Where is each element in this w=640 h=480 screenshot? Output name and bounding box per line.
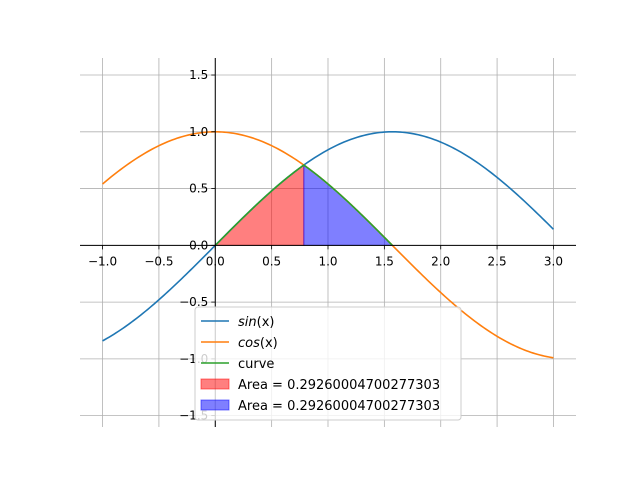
legend-label: Area = 0.29260004700277303 [238, 399, 440, 414]
x-tick-label: 0.0 [206, 254, 225, 268]
y-tick-label: 1.0 [189, 125, 208, 139]
legend-label: sin(x) [238, 315, 274, 330]
area-2 [303, 164, 393, 246]
y-tick-label: 0.0 [189, 238, 208, 252]
legend-label-name: Area = 0.29260004700277303 [238, 378, 440, 393]
legend-label-arg: (x) [260, 336, 278, 351]
x-tick-label: 1.5 [375, 254, 394, 268]
legend-label-name: sin [238, 315, 257, 330]
legend-label: curve [238, 357, 274, 372]
y-tick-label: 1.5 [189, 68, 208, 82]
legend-label-name: curve [238, 357, 274, 372]
x-tick-label: −0.5 [144, 254, 173, 268]
x-tick-label: 1.0 [318, 254, 337, 268]
legend-label-name: Area = 0.29260004700277303 [238, 399, 440, 414]
tick-labels: −1.0 −0.5 0.0 0.5 1.0 1.5 2.0 2.5 3.0−1.5−1.0−0.… [88, 68, 563, 423]
legend-swatch-patch [200, 378, 230, 390]
shaded-areas [214, 164, 393, 246]
series-line-sin [102, 130, 555, 342]
area-1 [214, 164, 305, 246]
x-tick-label: 3.0 [544, 254, 563, 268]
y-tick-label: 0.5 [189, 182, 208, 196]
x-tick-label: 2.5 [488, 254, 507, 268]
y-tick-label: −0.5 [179, 295, 208, 309]
series-line-curve [214, 164, 393, 246]
x-tick-label: 2.0 [431, 254, 450, 268]
legend-label: cos(x) [238, 336, 278, 351]
legend-box [194, 306, 462, 421]
legend-label-arg: (x) [257, 315, 275, 330]
legend-label: Area = 0.29260004700277303 [238, 378, 440, 393]
x-tick-label: 0.5 [262, 254, 281, 268]
x-tick-label: −1.0 [88, 254, 117, 268]
series-lines [102, 130, 555, 359]
legend-swatch-patch [200, 399, 230, 411]
legend-label-name: cos [238, 336, 260, 351]
